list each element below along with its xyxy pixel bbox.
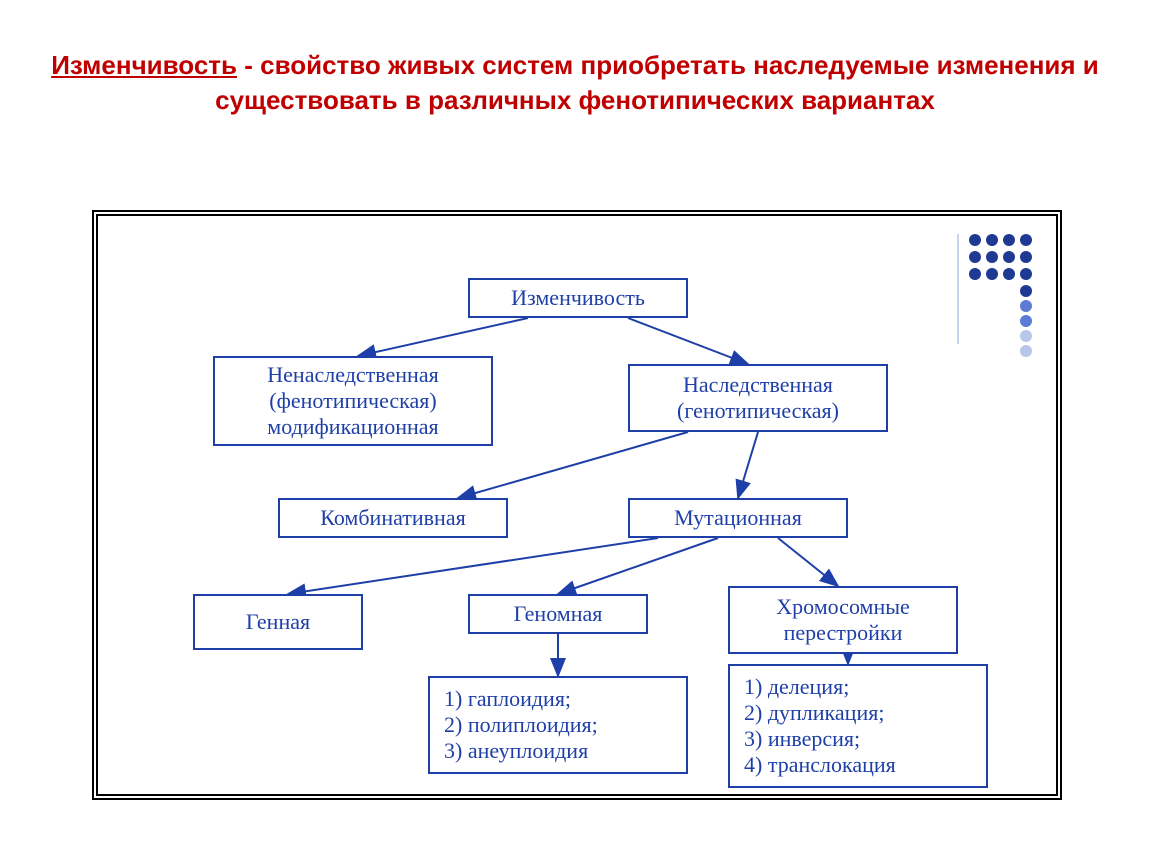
title-term: Изменчивость [51, 50, 237, 80]
node-hered: Наследственная (генотипическая) [628, 364, 888, 432]
node-genomic: Геномная [468, 594, 648, 634]
list-item: 1) делеция; [744, 674, 972, 700]
list-item: 3) инверсия; [744, 726, 972, 752]
node-chrom_list: 1) делеция;2) дупликация;3) инверсия;4) … [728, 664, 988, 788]
node-mutat: Мутационная [628, 498, 848, 538]
list-item: 2) дупликация; [744, 700, 972, 726]
list-item: 1) гаплоидия; [444, 686, 672, 712]
node-genomic_list: 1) гаплоидия;2) полиплоидия;3) анеуплоид… [428, 676, 688, 774]
node-root: Изменчивость [468, 278, 688, 318]
node-kombin: Комбинативная [278, 498, 508, 538]
nodes-layer: Изменчивость Ненаследственная (фенотипиче… [98, 216, 1056, 794]
list-item: 2) полиплоидия; [444, 712, 672, 738]
node-chrom: Хромосомные перестройки [728, 586, 958, 654]
node-nonhered: Ненаследственная (фенотипическая) модифи… [213, 356, 493, 446]
node-gene: Генная [193, 594, 363, 650]
title-rest: - свойство живых систем приобретать насл… [215, 50, 1099, 115]
list-item: 4) транслокация [744, 752, 972, 778]
diagram-frame: Изменчивость Ненаследственная (фенотипиче… [92, 210, 1062, 800]
list-item: 3) анеуплоидия [444, 738, 672, 764]
slide-title: Изменчивость - свойство живых систем при… [0, 0, 1150, 118]
